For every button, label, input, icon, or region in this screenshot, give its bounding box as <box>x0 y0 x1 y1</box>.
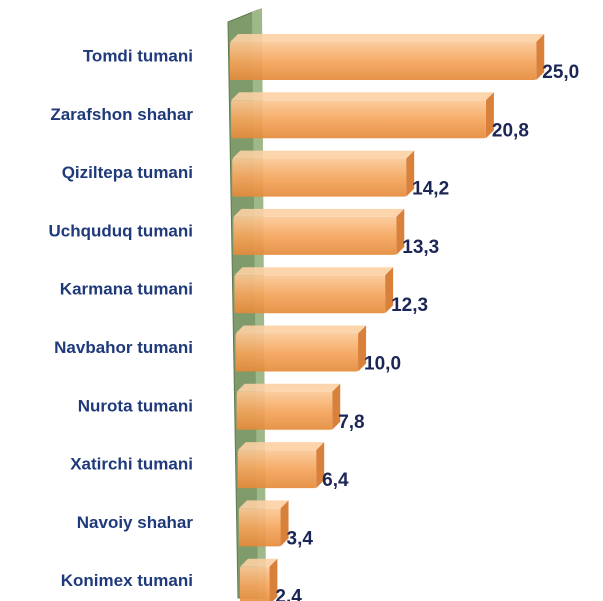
category-label: Xatirchi tumani <box>70 455 193 474</box>
value-label: 7,8 <box>338 412 364 433</box>
bar-top <box>236 383 341 392</box>
value-label: 10,0 <box>364 354 401 375</box>
category-label: Konimex tumani <box>61 571 193 590</box>
bar <box>230 42 537 80</box>
bar-top <box>233 208 405 217</box>
category-label: Navbahor tumani <box>54 338 193 357</box>
category-label: Tomdi tumani <box>83 46 193 65</box>
category-label: Zarafshon shahar <box>50 105 193 124</box>
bar-top <box>238 500 289 509</box>
bar <box>231 100 486 139</box>
value-label: 20,8 <box>492 120 529 141</box>
bar <box>234 275 386 314</box>
bar-side <box>406 150 415 197</box>
bar-top <box>235 325 367 334</box>
bar-top <box>240 558 278 567</box>
value-label: 13,3 <box>402 237 439 258</box>
bar-side <box>358 325 367 372</box>
bar-side <box>485 92 494 139</box>
category-label: Nurota tumani <box>78 396 193 415</box>
value-label: 12,3 <box>391 295 428 316</box>
bar-top <box>232 150 415 159</box>
bar <box>240 566 270 601</box>
bar <box>238 508 281 547</box>
bar <box>233 216 397 255</box>
bar-top <box>230 34 545 42</box>
value-label: 2,4 <box>275 587 302 601</box>
bar-top <box>237 442 325 451</box>
value-label: 25,0 <box>542 62 579 83</box>
bar <box>232 158 407 197</box>
category-label: Qiziltepa tumani <box>62 163 193 182</box>
bar-side <box>332 383 341 430</box>
value-label: 6,4 <box>322 470 349 491</box>
bar-side <box>269 558 278 601</box>
value-label: 3,4 <box>287 528 314 549</box>
bar-side <box>316 442 325 489</box>
bar-side <box>280 500 289 547</box>
bar <box>237 450 317 489</box>
bars: Tomdi tumani 25,0 Zarafshon shahar 20,8 Qizi… <box>49 34 579 601</box>
category-label: Navoiy shahar <box>77 513 194 532</box>
bar-side <box>396 208 405 255</box>
value-label: 14,2 <box>412 179 449 200</box>
bar <box>235 333 359 372</box>
category-label: Uchquduq tumani <box>49 221 193 240</box>
bar <box>236 391 333 430</box>
category-label: Karmana tumani <box>60 280 193 299</box>
bar-top <box>234 267 394 276</box>
bar-side <box>385 267 394 314</box>
bar-top <box>231 92 494 101</box>
bar-side <box>536 34 545 80</box>
